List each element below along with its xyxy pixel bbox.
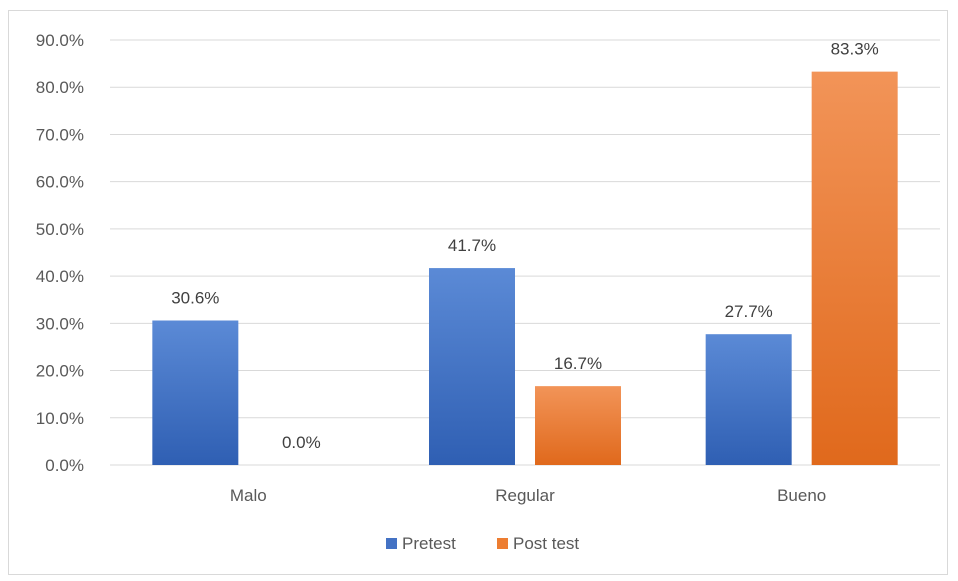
- y-tick-label: 80.0%: [36, 78, 84, 97]
- y-tick-label: 90.0%: [36, 31, 84, 50]
- data-label: 16.7%: [554, 354, 602, 373]
- legend-swatch-pretest: [386, 538, 397, 549]
- bar-pretest: [705, 334, 792, 465]
- bar-post-test: [535, 386, 621, 465]
- gridlines: [110, 39, 940, 466]
- x-category-label: Bueno: [777, 486, 826, 505]
- y-tick-label: 10.0%: [36, 409, 84, 428]
- y-tick-label: 60.0%: [36, 173, 84, 192]
- y-tick-label: 20.0%: [36, 362, 84, 381]
- data-label: 27.7%: [725, 302, 773, 321]
- data-label: 30.6%: [171, 289, 219, 308]
- y-tick-label: 70.0%: [36, 125, 84, 144]
- bar-pretest: [429, 268, 515, 465]
- x-category-label: Malo: [230, 486, 267, 505]
- data-label: 83.3%: [831, 40, 879, 59]
- legend-label: Post test: [513, 534, 579, 553]
- bar-pretest: [152, 320, 239, 465]
- bars: [152, 71, 898, 465]
- x-category-label: Regular: [495, 486, 555, 505]
- y-axis: 0.0% 10.0% 20.0% 30.0% 40.0% 50.0% 60.0% 70.0% 8…: [36, 31, 84, 475]
- data-label: 0.0%: [282, 433, 321, 452]
- y-tick-label: 0.0%: [45, 456, 84, 475]
- data-labels: 30.6% 0.0% 41.7% 16.7% 27.7% 83.3%: [171, 40, 879, 452]
- y-tick-label: 50.0%: [36, 220, 84, 239]
- legend: Pretest Post test: [386, 534, 579, 553]
- legend-swatch-post-test: [497, 538, 508, 549]
- x-axis: Malo Regular Bueno: [230, 486, 826, 505]
- bar-post-test: [811, 71, 898, 465]
- y-tick-label: 30.0%: [36, 314, 84, 333]
- legend-label: Pretest: [402, 534, 456, 553]
- y-tick-label: 40.0%: [36, 267, 84, 286]
- data-label: 41.7%: [448, 236, 496, 255]
